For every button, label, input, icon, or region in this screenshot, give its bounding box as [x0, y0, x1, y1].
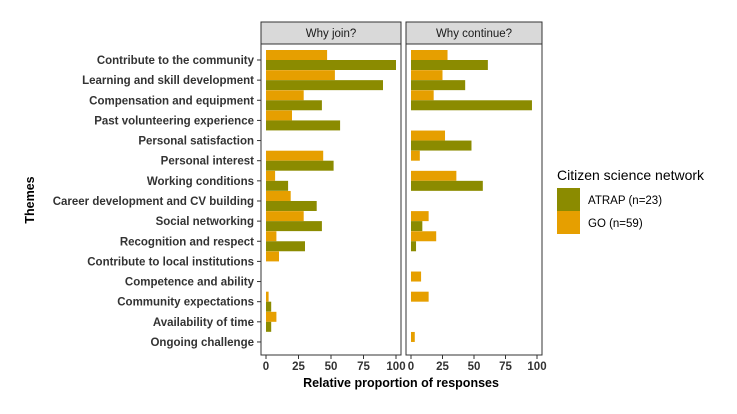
- bar-atrap-personal-satisfaction-why-continue: [411, 140, 472, 151]
- bar-go-community-expectations-why-join: [266, 291, 269, 302]
- theme-label-community-expectations: Community expectations: [117, 297, 254, 309]
- legend-swatch-atrap: [557, 188, 580, 211]
- x-tick-label-25-why-continue: 25: [436, 361, 449, 373]
- bar-go-past-volunteering-experience-why-join: [266, 110, 292, 121]
- bar-go-personal-interest-why-join: [266, 150, 324, 161]
- bar-go-contribute-to-the-community-why-join: [266, 50, 328, 60]
- y-axis-title: Themes: [23, 176, 37, 223]
- bar-atrap-past-volunteering-experience-why-join: [266, 120, 341, 131]
- x-tick-label-50-why-join: 50: [325, 361, 338, 373]
- bar-go-working-conditions-why-continue: [411, 170, 457, 181]
- bar-go-career-development-and-cv-building-why-join: [266, 190, 291, 201]
- bar-go-compensation-and-equipment-why-join: [266, 90, 304, 101]
- x-tick-label-0-why-continue: 0: [408, 361, 414, 373]
- theme-label-personal-interest: Personal interest: [161, 156, 254, 168]
- bar-atrap-contribute-to-the-community-why-join: [266, 60, 396, 70]
- facet-strip-label-why-join: Why join?: [306, 28, 357, 40]
- theme-label-past-volunteering-experience: Past volunteering experience: [94, 115, 254, 127]
- bars: [266, 50, 532, 342]
- bar-go-social-networking-why-join: [266, 211, 304, 222]
- theme-label-contribute-to-local-institutions: Contribute to local institutions: [87, 256, 254, 268]
- theme-label-contribute-to-the-community: Contribute to the community: [97, 55, 255, 67]
- bar-atrap-recognition-and-respect-why-continue: [411, 241, 417, 252]
- x-tick-label-25-why-join: 25: [292, 361, 305, 373]
- bar-go-community-expectations-why-continue: [411, 291, 429, 302]
- bar-atrap-social-networking-why-continue: [411, 221, 423, 232]
- bar-go-learning-and-skill-development-why-continue: [411, 70, 443, 81]
- x-axis-title: Relative proportion of responses: [303, 376, 499, 390]
- theme-label-availability-of-time: Availability of time: [153, 317, 254, 329]
- legend-swatch-go: [557, 211, 580, 234]
- bar-go-contribute-to-local-institutions-why-join: [266, 251, 279, 262]
- x-axis-ticks: 0 25 50 75 100 0 25 50 75 100: [263, 355, 547, 373]
- bar-atrap-recognition-and-respect-why-join: [266, 241, 305, 252]
- bar-atrap-compensation-and-equipment-why-join: [266, 100, 322, 111]
- bar-go-competence-and-ability-why-continue: [411, 271, 422, 282]
- bar-go-learning-and-skill-development-why-join: [266, 70, 335, 81]
- bar-atrap-career-development-and-cv-building-why-join: [266, 200, 317, 211]
- theme-label-competence-and-ability: Competence and ability: [125, 277, 255, 289]
- x-tick-label-100-why-join: 100: [386, 361, 405, 373]
- x-tick-label-100-why-continue: 100: [527, 361, 546, 373]
- bar-go-availability-of-time-why-join: [266, 311, 277, 322]
- bar-go-recognition-and-respect-why-join: [266, 231, 277, 242]
- theme-label-working-conditions: Working conditions: [147, 176, 254, 188]
- theme-labels: Contribute to the community Learning and …: [53, 55, 261, 349]
- facet-strip-label-why-continue: Why continue?: [436, 28, 512, 40]
- bar-atrap-personal-interest-why-join: [266, 160, 334, 171]
- bar-atrap-working-conditions-why-continue: [411, 180, 483, 191]
- bar-go-social-networking-why-continue: [411, 211, 429, 222]
- theme-label-social-networking: Social networking: [156, 216, 254, 228]
- bar-atrap-working-conditions-why-join: [266, 180, 289, 191]
- bar-go-personal-satisfaction-why-continue: [411, 130, 446, 141]
- theme-label-learning-and-skill-development: Learning and skill development: [82, 75, 254, 87]
- theme-label-compensation-and-equipment: Compensation and equipment: [89, 95, 254, 107]
- bar-go-ongoing-challenge-why-continue: [411, 331, 415, 342]
- legend: Citizen science network ATRAP (n=23) GO …: [557, 167, 705, 234]
- bar-atrap-learning-and-skill-development-why-join: [266, 80, 383, 91]
- bar-atrap-community-expectations-why-join: [266, 301, 272, 312]
- legend-label-atrap: ATRAP (n=23): [588, 195, 662, 207]
- bar-go-working-conditions-why-join: [266, 170, 276, 181]
- theme-label-ongoing-challenge: Ongoing challenge: [150, 337, 254, 349]
- bar-go-compensation-and-equipment-why-continue: [411, 90, 434, 101]
- x-tick-label-50-why-continue: 50: [468, 361, 481, 373]
- bar-go-personal-interest-why-continue: [411, 150, 420, 161]
- bar-atrap-social-networking-why-join: [266, 221, 322, 232]
- bar-go-recognition-and-respect-why-continue: [411, 231, 437, 242]
- bar-go-contribute-to-the-community-why-continue: [411, 50, 448, 60]
- legend-label-go: GO (n=59): [588, 218, 643, 230]
- bar-atrap-learning-and-skill-development-why-continue: [411, 80, 466, 91]
- x-tick-label-0-why-join: 0: [263, 361, 269, 373]
- x-tick-label-75-why-join: 75: [357, 361, 370, 373]
- theme-label-recognition-and-respect: Recognition and respect: [120, 236, 254, 248]
- x-tick-label-75-why-continue: 75: [499, 361, 512, 373]
- bar-atrap-contribute-to-the-community-why-continue: [411, 60, 488, 70]
- bar-atrap-availability-of-time-why-join: [266, 321, 272, 332]
- legend-title: Citizen science network: [557, 167, 705, 183]
- theme-label-career-development-and-cv-building: Career development and CV building: [53, 196, 254, 208]
- theme-label-personal-satisfaction: Personal satisfaction: [138, 136, 254, 148]
- bar-atrap-compensation-and-equipment-why-continue: [411, 100, 532, 111]
